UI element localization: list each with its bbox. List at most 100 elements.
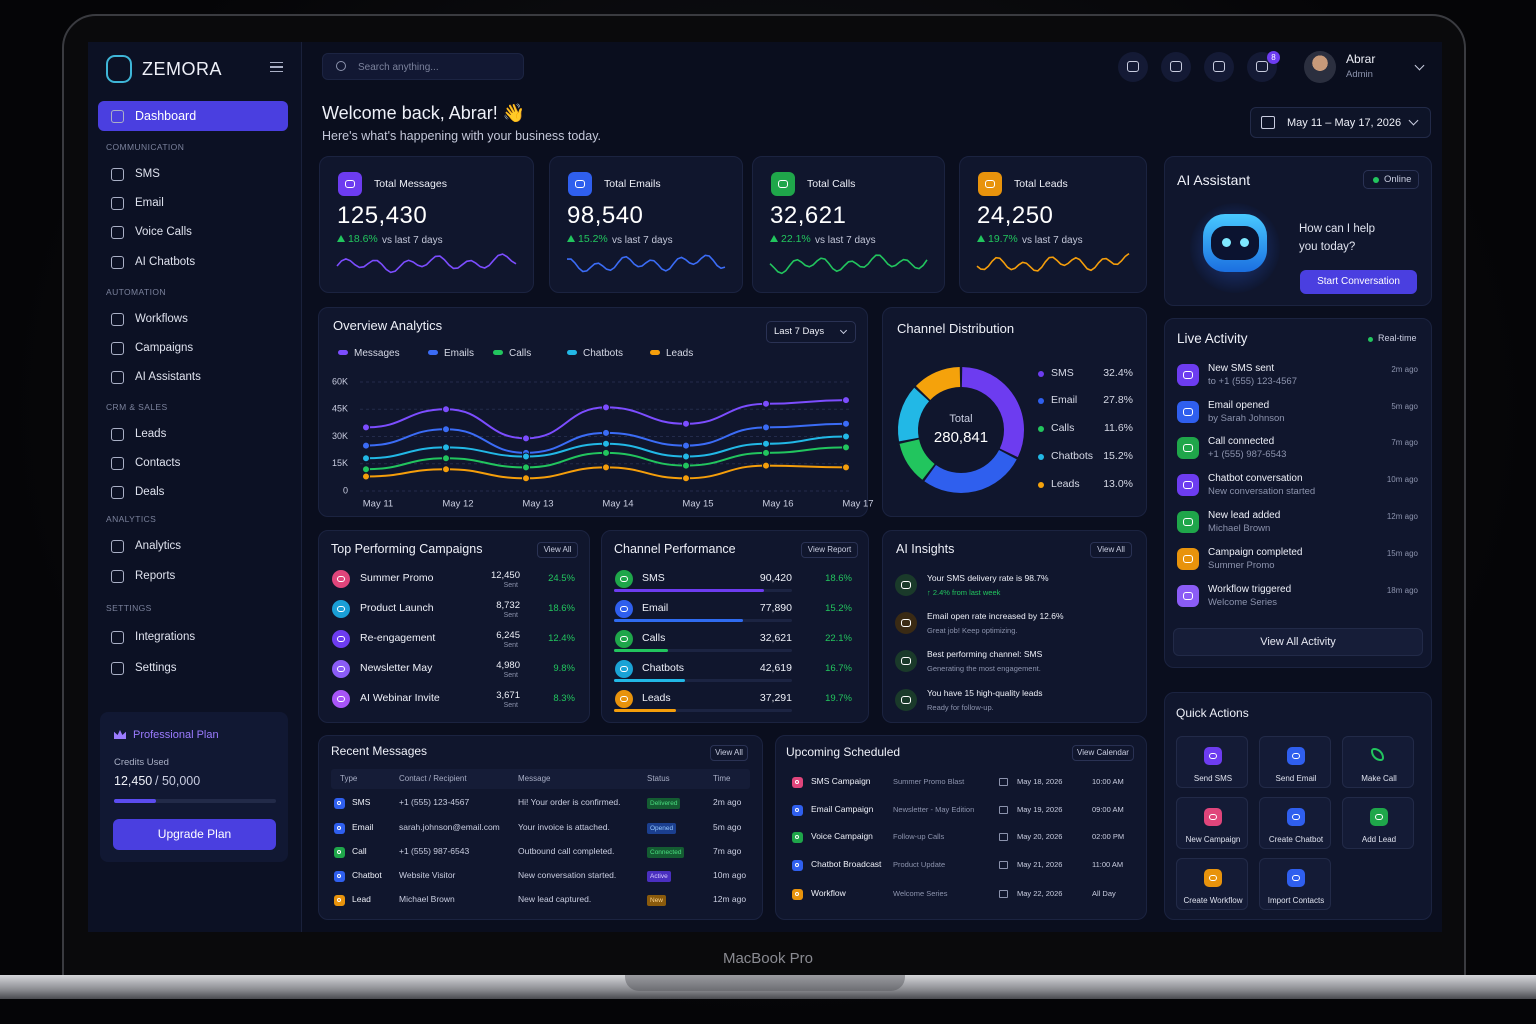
nav-active[interactable] (98, 101, 288, 131)
activity-title: New SMS sent (1208, 362, 1275, 374)
legend-label: Emails (444, 347, 475, 359)
insight-title: Email open rate increased by 12.6% (927, 611, 1064, 622)
welcome-subtitle: Here's what's happening with your busine… (322, 128, 602, 143)
channel-track (614, 709, 792, 712)
top-icon-button[interactable] (1204, 52, 1234, 82)
status-badge: Opened (647, 823, 677, 834)
nav-item[interactable]: Email (135, 196, 164, 209)
activity-detail: Summer Promo (1208, 559, 1275, 571)
icon-glyph (620, 575, 628, 582)
nav-item[interactable]: Workflows (135, 312, 188, 325)
top-icon-button[interactable] (1161, 52, 1191, 82)
activity-time: 15m ago (1386, 548, 1418, 558)
small-button[interactable]: View Calendar (1072, 745, 1134, 761)
nav-item[interactable]: Reports (135, 569, 176, 582)
search-icon (336, 61, 346, 71)
channel-icon (615, 600, 633, 618)
nav-section: CRM & SALES (106, 402, 168, 413)
campaigns-card (318, 530, 590, 723)
table-header (331, 769, 750, 789)
menu-toggle[interactable] (270, 62, 283, 72)
channel-change: 18.6% (825, 572, 852, 584)
quick-action-label: Import Contacts (1267, 895, 1325, 905)
small-button[interactable]: View Report (801, 542, 858, 558)
nav-item[interactable]: AI Chatbots (135, 255, 196, 268)
upgrade-button[interactable]: Upgrade Plan (113, 819, 276, 850)
value-label: 27.8% (1103, 394, 1133, 407)
small-button[interactable]: View All (710, 745, 748, 761)
date-picker[interactable] (1250, 107, 1431, 138)
activity-title: Call connected (1208, 435, 1275, 447)
channel-icon (615, 570, 633, 588)
activity-title: Chatbot conversation (1208, 472, 1303, 484)
avatar (1304, 51, 1336, 83)
schedule-calendar (999, 833, 1008, 841)
small-button[interactable]: View All (537, 542, 578, 558)
type-icon (333, 870, 345, 882)
nav-icon (110, 167, 124, 181)
welcome-title: Welcome back, Abrar! 👋 (322, 103, 526, 124)
icon-glyph (620, 605, 628, 612)
small-button[interactable]: View All (1090, 542, 1132, 558)
nav-item[interactable]: Analytics (135, 539, 182, 552)
legend-label: Chatbots (1051, 450, 1094, 463)
quick-action-label: Send Email (1275, 773, 1317, 783)
quick-action-label: Create Workflow (1183, 895, 1243, 905)
icon-glyph (901, 657, 911, 665)
quick-action-tile[interactable] (1176, 858, 1248, 910)
activity-button[interactable]: View All Activity (1173, 628, 1423, 656)
campaign-sent-label: Sent (503, 582, 518, 590)
nav-item[interactable]: Deals (135, 485, 165, 498)
legend-dot (1038, 482, 1044, 488)
activity-detail: New conversation started (1208, 485, 1316, 497)
channel-bar (614, 649, 669, 652)
search-box[interactable] (322, 53, 524, 80)
legend-dot (1038, 371, 1044, 377)
message-text: New lead captured. (518, 894, 592, 905)
nav-item[interactable]: Settings (135, 661, 177, 674)
channel-track (614, 649, 792, 652)
brand: ZEMORA (142, 59, 223, 80)
nav-item[interactable]: Voice Calls (135, 225, 192, 238)
change-arrow (337, 235, 345, 242)
nav-item[interactable]: AI Assistants (135, 370, 201, 383)
legend-label: Messages (354, 347, 400, 359)
stat-change: 19.7% (988, 233, 1018, 246)
message-type: SMS (352, 797, 371, 808)
message-type: Email (352, 822, 374, 833)
icon-glyph (337, 695, 345, 702)
nav-item[interactable]: Campaigns (135, 341, 194, 354)
credits-used: 12,450 (114, 773, 153, 788)
top-icon-button[interactable] (1118, 52, 1148, 82)
quick-action-icon (1370, 808, 1388, 826)
type-icon (333, 846, 345, 858)
activity-icon (1177, 437, 1199, 459)
icon-glyph (1183, 481, 1193, 489)
message-text: Outbound call completed. (518, 846, 615, 857)
schedule-icon (791, 888, 803, 900)
nav-item[interactable]: Contacts (135, 456, 181, 469)
nav-item[interactable]: Leads (135, 427, 167, 440)
nav-item[interactable]: SMS (135, 167, 160, 180)
nav-item[interactable]: Integrations (135, 630, 196, 643)
campaign-name: Product Launch (360, 602, 434, 615)
insight-title: Best performing channel: SMS (927, 649, 1043, 660)
icon-glyph (1209, 813, 1217, 820)
activity-icon (1177, 364, 1199, 386)
credits-track (114, 799, 276, 803)
icon-glyph (344, 179, 356, 188)
activity-time: 10m ago (1386, 474, 1418, 484)
range-select[interactable] (766, 321, 856, 343)
insight-icon (895, 650, 917, 672)
value-label: 11.6% (1104, 422, 1133, 435)
schedule-calendar (999, 890, 1008, 898)
icon-glyph (901, 581, 911, 589)
date-range: May 11 – May 17, 2026 (1287, 116, 1402, 129)
message-text: New conversation started. (518, 870, 617, 881)
icon-glyph (1209, 874, 1217, 881)
stat-period: vs last 7 days (382, 234, 443, 246)
icon-glyph (336, 826, 342, 830)
top-icon (1127, 61, 1139, 72)
assistant-button[interactable]: Start Conversation (1300, 270, 1417, 294)
quick-action-tile[interactable] (1342, 736, 1414, 788)
